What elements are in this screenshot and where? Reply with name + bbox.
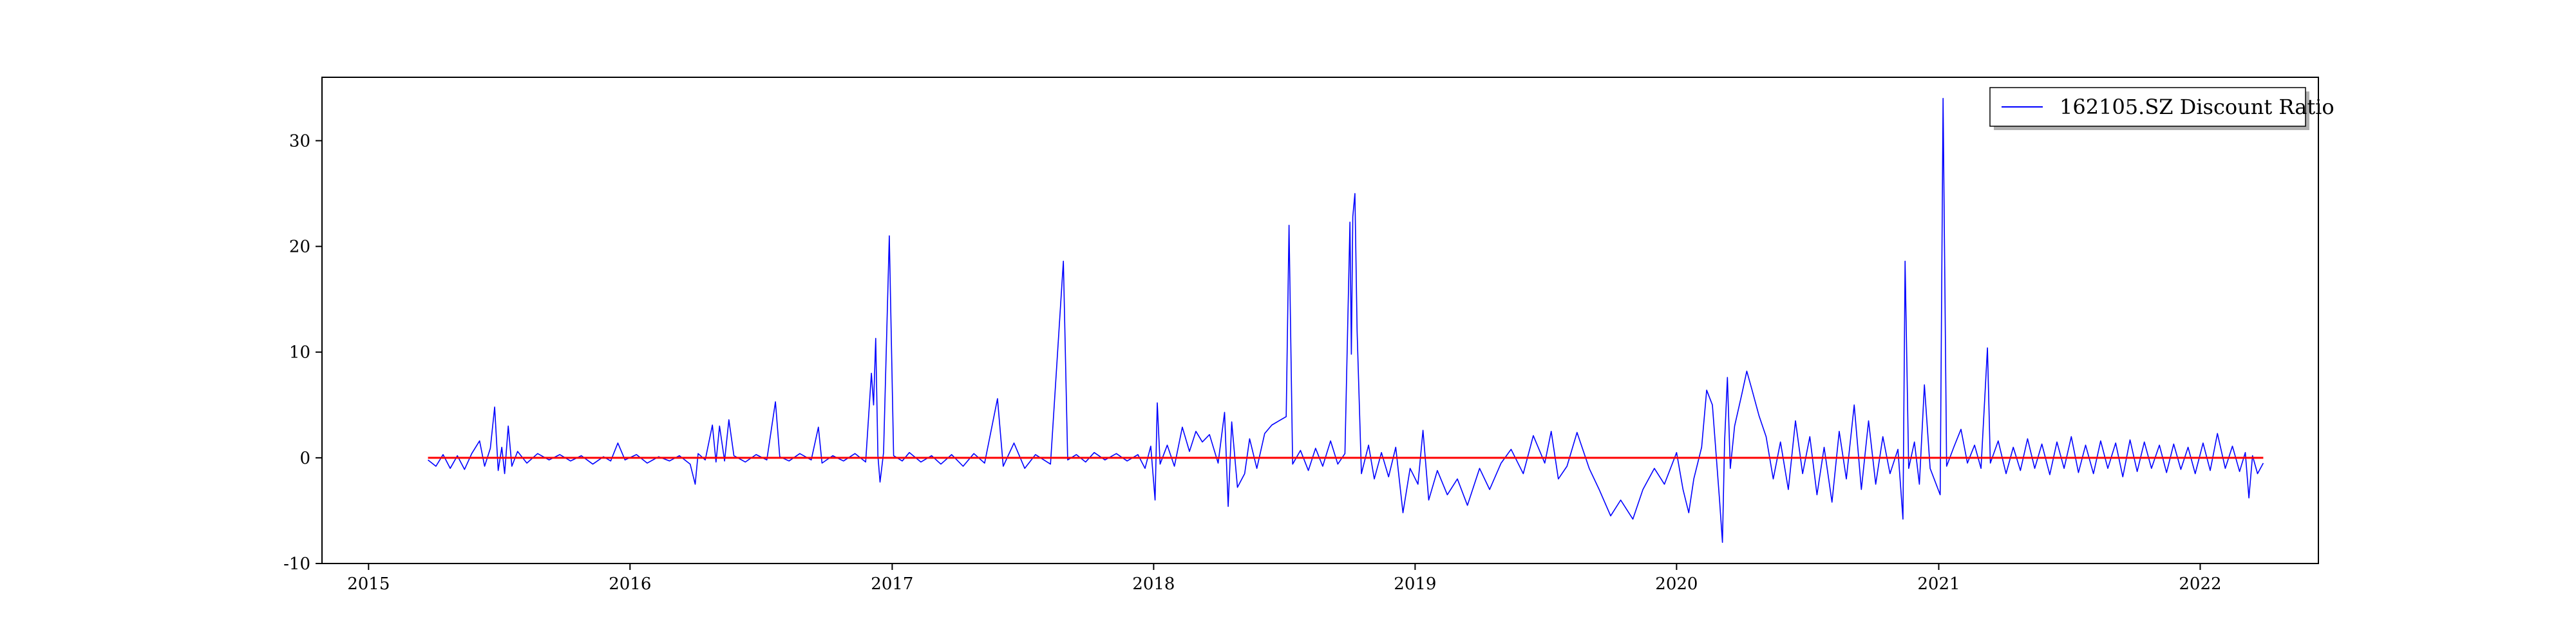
series-layer [428, 98, 2264, 544]
y-tick-label: 30 [289, 131, 310, 151]
x-tick-label: 2022 [2179, 574, 2221, 594]
legend: 162105.SZ Discount Ratio [1989, 87, 2334, 130]
x-tick-label: 2017 [871, 574, 913, 594]
x-tick-label: 2020 [1655, 574, 1698, 594]
x-tick-label: 2015 [347, 574, 390, 594]
series-line-0 [428, 98, 2264, 544]
y-tick-label: -10 [283, 554, 310, 574]
x-tick-label: 2021 [1917, 574, 1960, 594]
plot-frame [321, 77, 2319, 564]
y-tick-label: 0 [299, 449, 310, 468]
x-tick-label: 2016 [609, 574, 651, 594]
x-tick-label: 2019 [1394, 574, 1436, 594]
x-axis: 2015 2016 2017 2018 2019 2020 2021 2022 [347, 564, 2222, 594]
legend-label: 162105.SZ Discount Ratio [2060, 95, 2334, 119]
y-tick-label: 10 [289, 343, 310, 363]
y-axis: -10 0 10 20 30 [283, 131, 322, 574]
x-tick-label: 2018 [1132, 574, 1175, 594]
y-tick-label: 20 [289, 238, 310, 257]
